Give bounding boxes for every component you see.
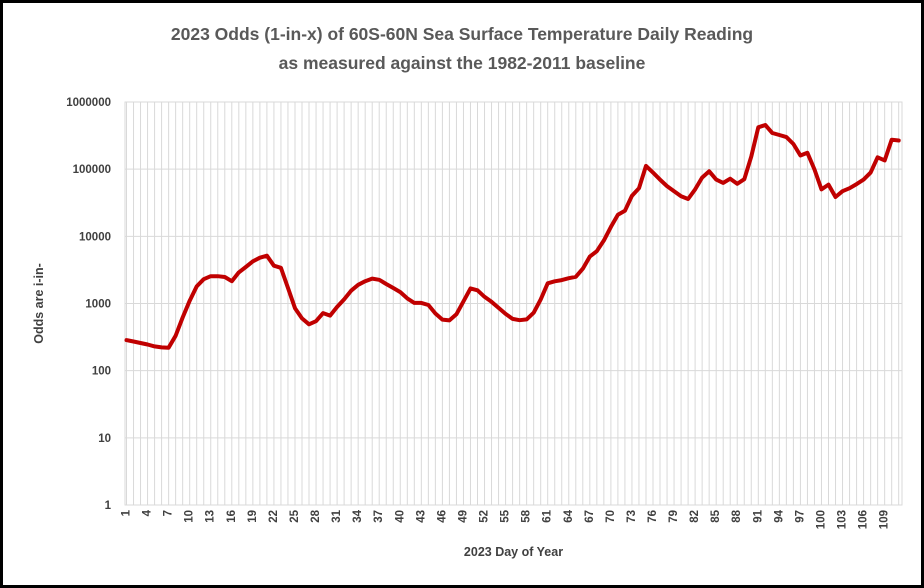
x-tick-label: 88: [731, 509, 743, 522]
axis-tick-labels: 1000000 100000 10000 1000 100 10 1 1 4 7 10 13 16 19 2…: [66, 97, 890, 529]
x-tick-label: 28: [310, 509, 322, 522]
y-tick-label: 10: [98, 433, 111, 445]
x-tick-label: 67: [584, 510, 596, 523]
y-axis-title: Odds are i-in-: [32, 263, 46, 344]
x-tick-label: 25: [289, 509, 301, 522]
x-tick-label: 43: [415, 510, 427, 523]
x-tick-label: 103: [837, 510, 849, 529]
x-tick-label: 22: [268, 510, 280, 523]
y-tick-label: 10000: [79, 231, 111, 243]
x-tick-label: 13: [205, 510, 217, 523]
x-tick-label: 10: [184, 510, 196, 523]
y-tick-label: 1: [105, 500, 112, 512]
x-tick-label: 76: [647, 510, 659, 523]
x-tick-label: 7: [163, 510, 175, 516]
plot-area: 1000000 100000 10000 1000 100 10 1 1 4 7 10 13 16 19 2…: [32, 97, 903, 559]
plot-border: [124, 101, 903, 506]
temperature-odds-line: [124, 123, 901, 350]
y-tick-label: 1000: [85, 299, 111, 311]
x-tick-label: 82: [689, 510, 701, 523]
x-tick-label: 106: [858, 510, 870, 529]
data-line: [124, 123, 901, 350]
x-tick-label: 31: [331, 509, 343, 522]
x-tick-label: 46: [436, 510, 448, 523]
x-tick-label: 19: [247, 510, 259, 523]
x-tick-label: 4: [142, 509, 154, 516]
x-tick-label: 61: [542, 509, 554, 522]
x-tick-label: 52: [479, 510, 491, 523]
x-tick-label: 34: [352, 509, 364, 522]
x-axis-title: 2023 Day of Year: [464, 545, 563, 559]
x-tick-label: 40: [394, 510, 406, 523]
x-tick-label: 97: [794, 510, 806, 523]
x-tick-label: 109: [879, 510, 891, 529]
chart-title-line1: 2023 Odds (1-in-x) of 60S-60N Sea Surfac…: [170, 24, 754, 44]
x-tick-label: 100: [815, 510, 827, 529]
x-tick-label: 64: [563, 509, 575, 522]
x-tick-label: 70: [605, 510, 617, 523]
x-tick-label: 49: [457, 510, 469, 523]
x-tick-label: 73: [626, 510, 638, 523]
x-tick-label: 1: [121, 509, 133, 516]
x-tick-label: 79: [668, 510, 680, 523]
y-tick-label: 100000: [73, 164, 111, 176]
y-tick-label: 1000000: [66, 97, 111, 109]
x-tick-label: 55: [500, 509, 512, 522]
x-tick-label: 85: [710, 509, 722, 522]
chart-title-line2: as measured against the 1982-2011 baseli…: [278, 53, 646, 73]
chart-title: 2023 Odds (1-in-x) of 60S-60N Sea Surfac…: [3, 20, 921, 78]
y-tick-label: 100: [92, 366, 111, 378]
x-tick-label: 16: [226, 510, 238, 523]
x-tick-label: 37: [373, 510, 385, 523]
x-tick-label: 91: [752, 509, 764, 522]
gridlines: [124, 101, 903, 506]
x-tick-label: 94: [773, 509, 785, 522]
x-tick-label: 58: [521, 509, 533, 522]
